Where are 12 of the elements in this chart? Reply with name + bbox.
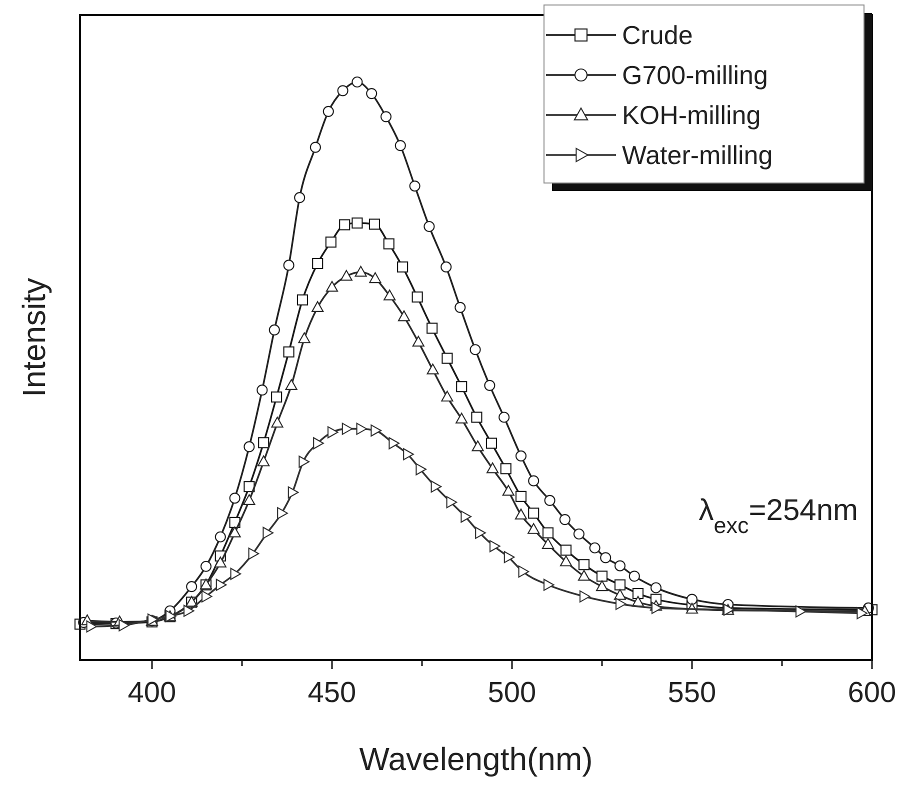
x-axis-title: Wavelength(nm) bbox=[359, 741, 593, 777]
legend-label: Water-milling bbox=[622, 140, 773, 170]
legend-label: G700-milling bbox=[622, 60, 768, 90]
legend-label: Crude bbox=[622, 20, 693, 50]
x-tick-label: 450 bbox=[308, 677, 356, 709]
x-tick-label: 400 bbox=[128, 677, 176, 709]
x-tick-label: 600 bbox=[848, 677, 896, 709]
y-axis-title: Intensity bbox=[16, 278, 52, 398]
legend-label: KOH-milling bbox=[622, 100, 761, 130]
annotation: λ$_{exc}$=254nm bbox=[698, 494, 858, 538]
x-tick-label: 500 bbox=[488, 677, 536, 709]
x-tick-label: 550 bbox=[668, 677, 716, 709]
